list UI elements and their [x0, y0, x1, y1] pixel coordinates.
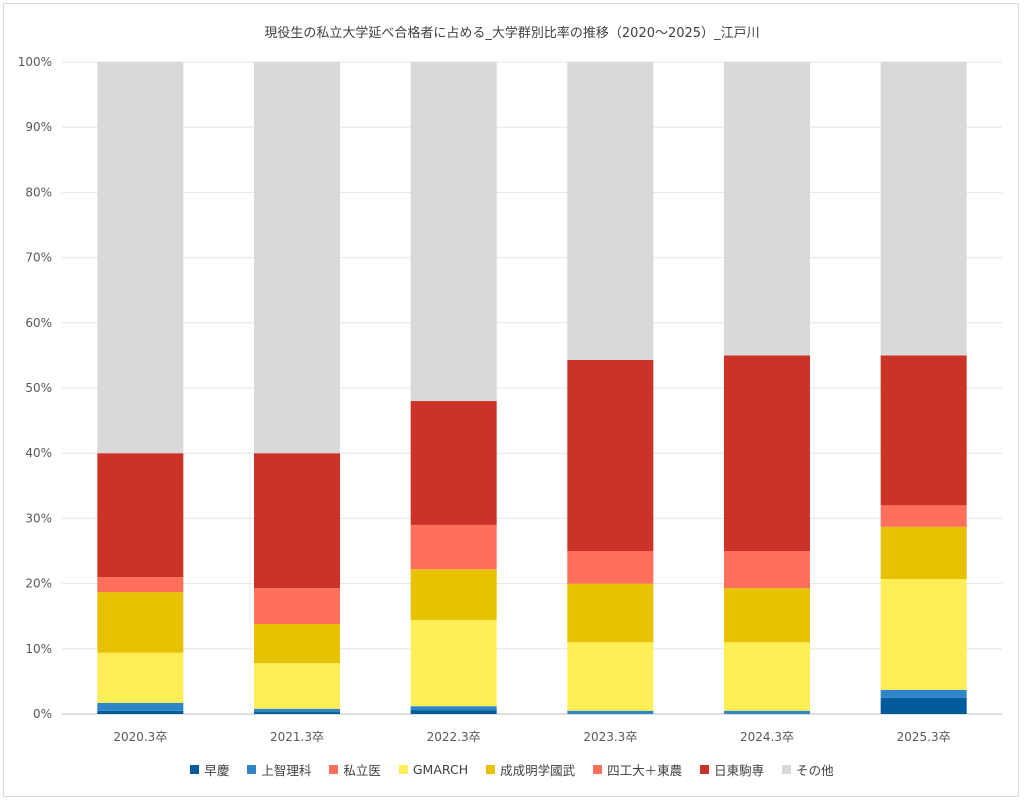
- bar-segment: [410, 401, 497, 525]
- x-tick-label: 2023.3卒: [583, 730, 637, 744]
- legend-swatch: [700, 765, 710, 774]
- bar-segment: [97, 577, 184, 593]
- legend-item: 四工大＋東農: [593, 760, 682, 779]
- bar-segment: [254, 588, 340, 625]
- legend-swatch: [247, 765, 257, 774]
- bar-segment: [254, 712, 340, 714]
- legend-label: 私立医: [343, 763, 381, 778]
- bar-segment: [724, 551, 810, 589]
- bar-segment: [254, 708, 340, 713]
- bar-segment: [254, 62, 340, 454]
- y-tick-label: 70%: [25, 251, 52, 265]
- bar-segment: [724, 355, 810, 551]
- legend-label: 上智理科: [261, 763, 312, 778]
- y-tick-label: 40%: [25, 446, 52, 460]
- legend-item: その他: [782, 760, 834, 779]
- legend-swatch: [486, 765, 496, 774]
- legend-item: 日東駒専: [700, 760, 764, 779]
- bar-segment: [880, 505, 967, 527]
- legend-item: 成成明学國武: [486, 760, 575, 779]
- bar-segment: [410, 710, 497, 714]
- bar-segment: [880, 355, 967, 506]
- y-tick-label: 0%: [33, 707, 52, 721]
- x-tick-label: 2020.3卒: [113, 730, 167, 744]
- y-tick-label: 20%: [25, 577, 52, 591]
- legend-label: 四工大＋東農: [607, 763, 683, 778]
- bar-segment: [724, 62, 810, 356]
- legend-swatch: [398, 765, 408, 774]
- bar-segment: [410, 524, 497, 570]
- legend-label: 成成明学國武: [500, 763, 576, 778]
- x-tick-label: 2021.3卒: [270, 730, 324, 744]
- bar-segment: [880, 579, 967, 690]
- bar-segment: [410, 62, 497, 402]
- bar-segment: [567, 359, 654, 551]
- bar-segment: [567, 62, 654, 360]
- bar-segment: [567, 642, 654, 711]
- x-tick-label: 2025.3卒: [897, 730, 951, 744]
- bar-segment: [880, 62, 967, 356]
- y-tick-label: 80%: [25, 185, 52, 199]
- bar-segment: [880, 697, 967, 714]
- legend-swatch: [190, 765, 200, 774]
- legend-label: GMARCH: [412, 762, 469, 777]
- x-tick-label: 2022.3卒: [427, 730, 481, 744]
- y-tick-label: 10%: [25, 642, 52, 656]
- bar-segment: [410, 569, 497, 621]
- bar-segment: [97, 453, 184, 578]
- y-tick-label: 50%: [25, 381, 52, 395]
- chart-legend: 早慶 上智理科 私立医 GMARCH 成成明学國武 四工大＋東農 日東駒専 その他: [0, 760, 1024, 779]
- bar-segment: [97, 62, 184, 454]
- legend-item: 私立医: [329, 760, 381, 779]
- legend-item: 上智理科: [247, 760, 311, 779]
- chart-title: 現役生の私立大学延べ合格者に占める_大学群別比率の推移（2020～2025）_江…: [264, 26, 760, 41]
- y-tick-label: 100%: [18, 55, 52, 69]
- y-tick-label: 30%: [25, 511, 52, 525]
- legend-label: その他: [796, 763, 834, 778]
- legend-item: 早慶: [190, 760, 229, 779]
- legend-swatch: [593, 765, 603, 774]
- bar-segment: [97, 592, 184, 653]
- bar-segment: [724, 642, 810, 711]
- legend-swatch: [782, 765, 792, 774]
- legend-label: 日東駒専: [714, 763, 765, 778]
- y-tick-label: 60%: [25, 316, 52, 330]
- bar-segment: [880, 526, 967, 580]
- bar-segment: [254, 453, 340, 589]
- legend-label: 早慶: [204, 763, 230, 778]
- bar-segment: [254, 624, 340, 664]
- bar-segment: [410, 706, 497, 711]
- bar-segment: [724, 710, 810, 714]
- bar-segment: [724, 588, 810, 643]
- bar-segment: [97, 710, 184, 714]
- bar-segment: [567, 710, 654, 714]
- bar-segment: [97, 702, 184, 711]
- bar-segment: [254, 663, 340, 709]
- bar-segment: [567, 583, 654, 643]
- bar-segment: [97, 652, 184, 703]
- legend-item: GMARCH: [398, 760, 469, 779]
- bar-segment: [880, 689, 967, 698]
- y-tick-label: 90%: [25, 120, 52, 134]
- bar-segment: [567, 551, 654, 584]
- bar-segment: [410, 620, 497, 707]
- x-tick-label: 2024.3卒: [740, 730, 794, 744]
- legend-swatch: [329, 765, 339, 774]
